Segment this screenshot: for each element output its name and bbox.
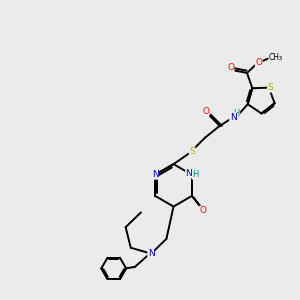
Text: CH₃: CH₃	[269, 53, 283, 62]
Text: H: H	[233, 109, 240, 118]
Text: O: O	[200, 206, 207, 215]
Text: N: N	[230, 112, 236, 122]
Text: O: O	[202, 106, 209, 116]
Text: O: O	[227, 63, 234, 72]
Text: N: N	[148, 249, 154, 258]
Text: S: S	[189, 147, 195, 156]
Text: H: H	[192, 170, 199, 179]
Text: N: N	[152, 170, 159, 179]
Text: N: N	[186, 169, 192, 178]
Text: O: O	[255, 58, 262, 67]
Text: S: S	[268, 83, 273, 92]
